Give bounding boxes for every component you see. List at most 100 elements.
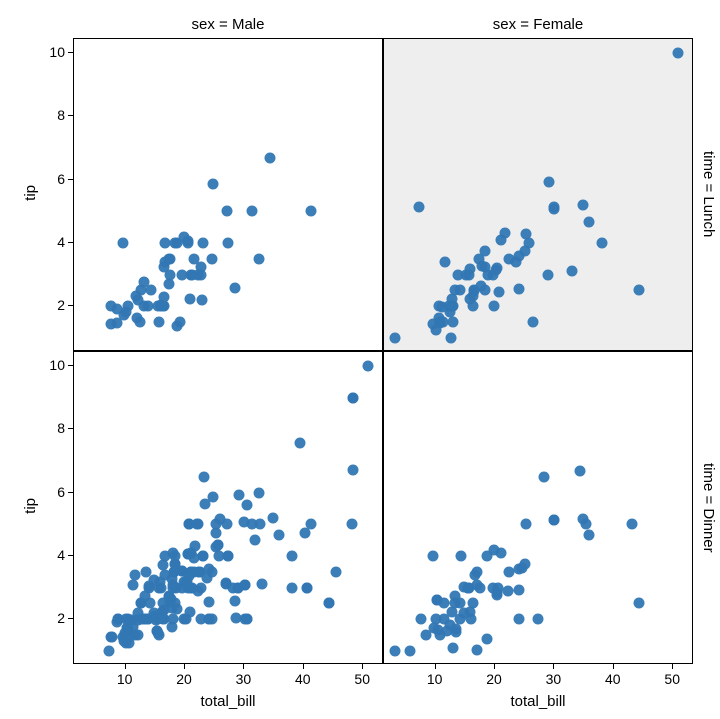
scatter-point (532, 614, 543, 625)
scatter-point (429, 622, 440, 633)
scatter-point (673, 48, 684, 59)
scatter-point (432, 595, 443, 606)
scatter-point (118, 237, 129, 248)
scatter-point (255, 519, 266, 530)
panel-1-0 (73, 351, 383, 664)
ytick-label: 6 (43, 484, 65, 500)
scatter-point (105, 301, 116, 312)
scatter-point (578, 199, 589, 210)
scatter-point (347, 519, 358, 530)
scatter-point (230, 283, 241, 294)
scatter-point (159, 262, 170, 273)
scatter-point (513, 283, 524, 294)
scatter-point (233, 490, 244, 501)
panel-0-0 (73, 38, 383, 351)
scatter-point (192, 586, 203, 597)
scatter-point (549, 204, 560, 215)
row-title-0: time = Lunch (700, 38, 717, 351)
scatter-point (104, 645, 115, 656)
scatter-point (405, 645, 416, 656)
xtick-label: 30 (546, 671, 562, 687)
scatter-point (167, 614, 178, 625)
scatter-point (233, 582, 244, 593)
panel-1-1 (383, 351, 693, 664)
facet-grid-figure: sex = Malesex = Femaletime = Lunchtime =… (0, 0, 720, 719)
scatter-point (143, 301, 154, 312)
scatter-point (130, 570, 141, 581)
scatter-point (206, 254, 217, 265)
scatter-point (481, 634, 492, 645)
scatter-point (184, 519, 195, 530)
scatter-point (566, 266, 577, 277)
ytick-label: 2 (43, 297, 65, 313)
scatter-point (548, 514, 559, 525)
scatter-point (122, 301, 133, 312)
scatter-point (174, 316, 185, 327)
scatter-point (389, 645, 400, 656)
scatter-point (450, 598, 461, 609)
scatter-point (578, 513, 589, 524)
scatter-point (154, 582, 165, 593)
scatter-point (183, 237, 194, 248)
scatter-point (634, 598, 645, 609)
scatter-point (584, 529, 595, 540)
scatter-point (121, 637, 132, 648)
scatter-point (543, 269, 554, 280)
scatter-point (324, 598, 335, 609)
scatter-point (450, 627, 461, 638)
scatter-point (431, 324, 442, 335)
scatter-point (249, 535, 260, 546)
ytick-label: 4 (43, 547, 65, 563)
xlabel-0: total_bill (73, 693, 383, 710)
scatter-point (239, 517, 250, 528)
xtick-label: 20 (486, 671, 502, 687)
scatter-point (159, 550, 170, 561)
scatter-point (196, 261, 207, 272)
ytick-mark (68, 52, 73, 53)
xtick-mark (672, 664, 673, 669)
scatter-point (254, 253, 265, 264)
scatter-point (203, 614, 214, 625)
scatter-point (495, 235, 506, 246)
scatter-point (305, 519, 316, 530)
xtick-mark (243, 664, 244, 669)
scatter-point (154, 316, 165, 327)
scatter-point (523, 237, 534, 248)
scatter-point (221, 519, 232, 530)
scatter-point (446, 332, 457, 343)
scatter-point (213, 540, 224, 551)
xtick-label: 30 (236, 671, 252, 687)
scatter-point (465, 264, 476, 275)
ytick-mark (68, 492, 73, 493)
scatter-point (514, 585, 525, 596)
scatter-point (428, 550, 439, 561)
ytick-mark (68, 618, 73, 619)
scatter-point (574, 465, 585, 476)
scatter-point (198, 550, 209, 561)
ytick-mark (68, 365, 73, 366)
ylabel-1: tip (22, 498, 39, 514)
scatter-point (135, 316, 146, 327)
scatter-point (627, 519, 638, 530)
ytick-label: 10 (43, 44, 65, 60)
scatter-point (203, 596, 214, 607)
scatter-point (264, 152, 275, 163)
scatter-point (196, 295, 207, 306)
scatter-point (389, 332, 400, 343)
xtick-label: 50 (354, 671, 370, 687)
scatter-point (133, 607, 144, 618)
scatter-point (194, 567, 205, 578)
scatter-point (172, 237, 183, 248)
ylabel-0: tip (22, 185, 39, 201)
scatter-point (206, 567, 217, 578)
xlabel-1: total_bill (383, 693, 693, 710)
xtick-mark (613, 664, 614, 669)
xtick-mark (303, 664, 304, 669)
scatter-point (448, 316, 459, 327)
xtick-mark (494, 664, 495, 669)
scatter-point (140, 567, 151, 578)
scatter-point (253, 487, 264, 498)
scatter-point (198, 237, 209, 248)
scatter-point (213, 550, 224, 561)
scatter-point (513, 614, 524, 625)
